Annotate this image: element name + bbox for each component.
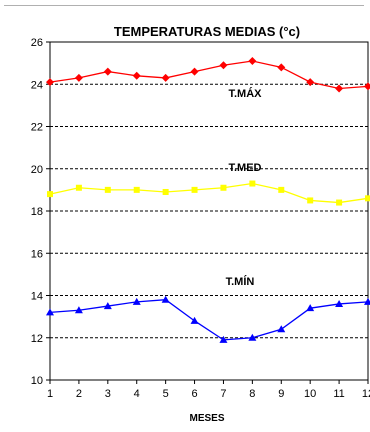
series-2 <box>47 180 370 206</box>
data-point <box>46 308 54 316</box>
y-tick-label: 12 <box>31 333 43 345</box>
series-label: T.MÍN <box>226 275 255 288</box>
data-point <box>74 306 83 314</box>
x-tick-label: 10 <box>304 388 316 400</box>
data-point <box>161 73 170 82</box>
x-tick-label: 7 <box>220 388 226 400</box>
series-line <box>49 299 369 341</box>
data-point <box>336 199 343 206</box>
y-tick-label: 18 <box>31 206 43 218</box>
x-tick-label: 12 <box>362 388 370 400</box>
data-point <box>335 299 344 307</box>
data-point <box>132 71 141 80</box>
y-tick-label: 26 <box>31 37 43 49</box>
series-1 <box>46 57 370 93</box>
y-tick-label: 16 <box>31 248 43 260</box>
y-tick-label: 10 <box>31 375 43 387</box>
data-point <box>161 295 170 303</box>
series-group <box>46 57 370 343</box>
data-point <box>335 84 344 93</box>
x-tick-label: 6 <box>191 388 197 400</box>
data-point <box>74 73 83 82</box>
data-point <box>47 191 53 198</box>
data-point <box>219 61 228 70</box>
series-3 <box>46 295 370 343</box>
x-axis-label: MESES <box>189 413 224 424</box>
series-line <box>49 60 369 90</box>
data-point <box>248 333 257 341</box>
series-label: T.MÁX <box>229 87 263 100</box>
data-point <box>103 302 112 310</box>
data-point <box>162 188 169 195</box>
y-tick-label: 24 <box>31 79 43 91</box>
data-point <box>364 82 370 91</box>
x-tick-label: 3 <box>105 388 111 400</box>
data-point <box>190 316 199 324</box>
y-tick-label: 20 <box>31 164 43 176</box>
data-point <box>75 184 82 191</box>
axis-ticks: 101214161820222426123456789101112 <box>31 37 370 400</box>
data-point <box>103 67 112 76</box>
data-point <box>190 67 199 76</box>
data-point <box>365 195 370 202</box>
y-tick-label: 22 <box>31 122 43 134</box>
data-point <box>364 297 370 305</box>
data-point <box>219 335 228 343</box>
x-tick-label: 9 <box>278 388 284 400</box>
data-point <box>278 186 285 193</box>
x-tick-label: 8 <box>249 388 255 400</box>
data-point <box>277 325 286 333</box>
data-point <box>249 180 256 187</box>
y-tick-label: 14 <box>31 291 43 303</box>
top-rule <box>4 5 364 6</box>
x-tick-label: 4 <box>134 388 140 400</box>
chart-title: TEMPERATURAS MEDIAS (°c) <box>114 24 300 39</box>
data-point <box>306 78 315 87</box>
series-label: T.MED <box>229 162 262 174</box>
data-point <box>104 186 111 193</box>
series-labels: T.MÁX T.MED T.MÍN <box>226 87 263 288</box>
data-point <box>248 57 257 66</box>
x-tick-label: 5 <box>163 388 169 400</box>
data-point <box>133 186 140 193</box>
data-point <box>306 304 315 312</box>
series-line <box>49 182 369 204</box>
data-point <box>220 184 227 191</box>
data-point <box>191 186 198 193</box>
x-tick-label: 2 <box>76 388 82 400</box>
data-point <box>132 297 141 305</box>
data-point <box>46 78 54 87</box>
x-tick-label: 1 <box>47 388 53 400</box>
grid-lines <box>50 83 368 339</box>
data-point <box>307 197 314 204</box>
data-point <box>277 63 286 72</box>
x-tick-label: 11 <box>333 388 344 400</box>
